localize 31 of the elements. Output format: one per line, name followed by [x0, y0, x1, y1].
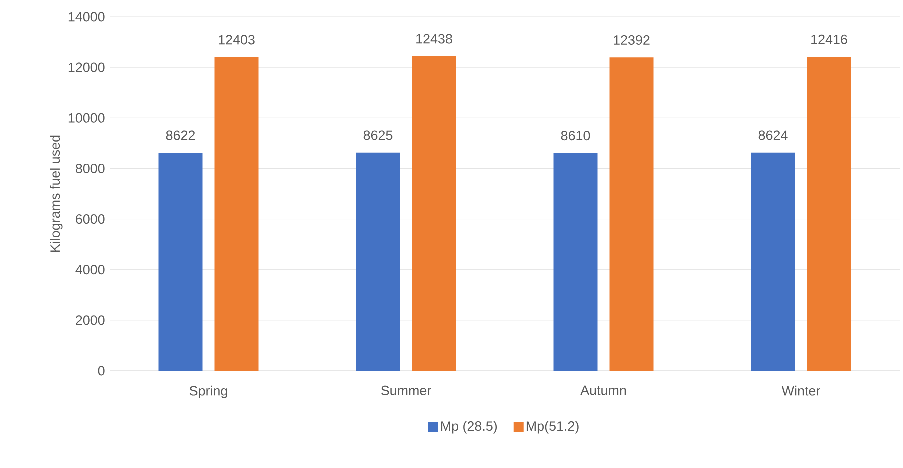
- data-label: 12438: [416, 34, 452, 44]
- y-tick-label: 10000: [68, 113, 105, 123]
- x-tick-label: Autumn: [580, 386, 626, 396]
- x-tick-label: Spring: [190, 386, 228, 398]
- legend-label: Mp(51.2): [526, 421, 579, 434]
- y-tick-label: 4000: [76, 265, 105, 275]
- x-tick-label: Winter: [782, 386, 820, 396]
- bar: [610, 58, 654, 371]
- bar: [554, 153, 598, 371]
- data-label: 8622: [166, 130, 196, 140]
- data-label: 12392: [614, 35, 650, 45]
- data-label: 8624: [758, 130, 788, 140]
- data-label: 12403: [219, 35, 255, 45]
- y-axis-title: Kilograms fuel used: [50, 136, 63, 252]
- y-tick-label: 8000: [76, 164, 105, 174]
- bar: [214, 57, 259, 371]
- data-label: 12416: [812, 34, 848, 44]
- legend-label: Mp (28.5): [441, 421, 498, 434]
- data-label: 8625: [364, 130, 393, 140]
- y-tick-label: 6000: [76, 214, 105, 224]
- y-tick-label: 0: [98, 366, 105, 376]
- bar: [356, 152, 400, 371]
- data-label: 8610: [561, 131, 590, 141]
- y-tick-label: 14000: [68, 12, 105, 22]
- bar: [807, 57, 852, 371]
- bar: [158, 152, 203, 371]
- bar: [751, 152, 796, 371]
- bar: [412, 56, 456, 371]
- y-tick-label: 12000: [68, 62, 105, 72]
- x-tick-label: Summer: [381, 386, 432, 396]
- y-tick-label: 2000: [76, 316, 105, 326]
